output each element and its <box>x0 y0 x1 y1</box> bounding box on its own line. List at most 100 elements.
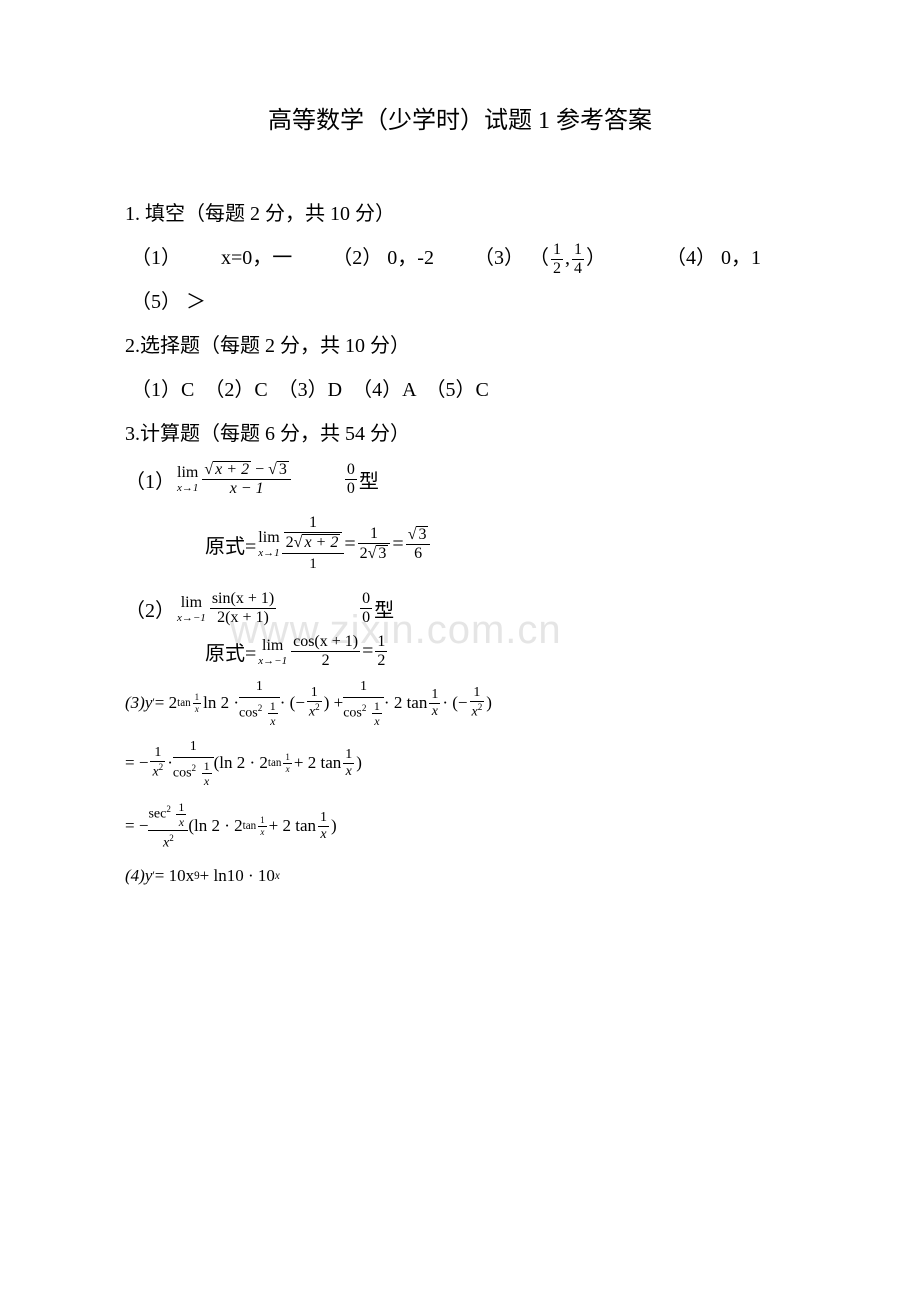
outer-den: cos2 1x <box>173 758 214 787</box>
frac-den: x2 <box>470 702 485 720</box>
outer-num: 1 <box>343 679 384 698</box>
open: (ln 2 · 2 <box>214 753 268 773</box>
radicand: 3 <box>277 461 289 478</box>
q3-frac1: 1 cos2 1x <box>239 679 280 727</box>
exp: tan1x <box>243 816 269 837</box>
lim-text: lim <box>258 529 279 547</box>
q3-l2-frac3: 1 x <box>343 748 354 779</box>
q2-l2-lim: lim x→−1 <box>258 637 287 667</box>
inner-frac: 1x <box>372 700 382 727</box>
close: ) + <box>324 693 344 713</box>
frac-den: x <box>429 704 440 719</box>
frac-num: 1 <box>318 811 329 827</box>
frac-num: 1 <box>375 634 387 652</box>
s1-a2-label: （2） <box>332 247 382 269</box>
prefix: = − <box>125 816 148 836</box>
sqrt-icon: 3 <box>268 461 289 478</box>
s1-a1-text: x=0，一 <box>221 247 292 269</box>
frac-den: 0 <box>360 609 372 626</box>
sqrt-icon: x + 2 <box>204 461 251 478</box>
q3-frac2: 1 x2 <box>307 686 322 720</box>
lim-sub: x→1 <box>258 547 279 559</box>
q1-l2-prefix: 原式= <box>205 530 256 559</box>
sqrt-icon: 3 <box>368 545 389 562</box>
q2-type-suffix: 型 <box>374 594 394 623</box>
q3-l2-frac1: 1 x2 <box>150 746 165 780</box>
lim-sub: x→−1 <box>177 612 206 624</box>
q1-lim: lim x→1 <box>177 464 198 494</box>
s1-a5-label: （5） <box>131 291 181 313</box>
s1-a3-comma: , <box>565 247 570 269</box>
s1-a3-close: ） <box>586 247 606 269</box>
exp: tan1x <box>268 753 294 774</box>
eq: = <box>362 640 373 663</box>
q3-frac3: 1 cos2 1x <box>343 679 384 727</box>
s1-a3-frac2: 14 <box>572 242 584 277</box>
q3-prefix: (3)y <box>125 693 152 713</box>
sup: 2 <box>169 833 174 843</box>
coef: 2 <box>286 534 294 551</box>
frac-den: x2 <box>307 702 322 720</box>
q2-l2-prefix: 原式= <box>205 637 256 666</box>
sup: 2 <box>478 702 483 712</box>
frac-den: x <box>343 764 354 779</box>
radicand: x + 2 <box>302 534 340 551</box>
q3-l3-frac2: 1 x <box>318 811 329 842</box>
q3-l2-frac2: 1 cos2 1x <box>173 739 214 787</box>
q2-type-frac: 0 0 <box>360 591 372 626</box>
page: 高等数学（少学时）试题 1 参考答案 1. 填空（每题 2 分，共 10 分） … <box>0 0 920 954</box>
frac-num: x + 2 − 3 <box>202 461 291 480</box>
inner-frac: 1x <box>268 700 278 727</box>
s1-a1-label: （1） <box>131 247 181 269</box>
ln: ln 2 · <box>203 693 239 713</box>
lim-sub: x→1 <box>177 482 198 494</box>
q3-frac4: 1 x <box>429 688 440 719</box>
sec: sec <box>148 807 166 822</box>
sup: 2 <box>159 762 164 772</box>
s1-a3-label: （3） <box>474 247 524 269</box>
q3-line2: = − 1 x2 · 1 cos2 1x (ln 2 · 2tan1x + 2 … <box>125 739 795 787</box>
inner-frac: 1x <box>202 760 212 787</box>
section1-heading: 1. 填空（每题 2 分，共 10 分） <box>125 195 795 233</box>
outer-den: 1 <box>282 554 345 573</box>
frac-num: 1 <box>268 700 278 714</box>
s1-a2-text: 0，-2 <box>387 247 434 269</box>
frac-den: 2 x + 2 <box>284 533 343 551</box>
frac-den: 0 <box>345 480 357 497</box>
frac-den: 2 <box>291 652 360 669</box>
s1-a5-text: ＞ <box>186 291 206 313</box>
outer-num: 1 <box>239 679 280 698</box>
close: ) <box>331 816 337 836</box>
page-title: 高等数学（少学时）试题 1 参考答案 <box>125 100 795 135</box>
dot2: · 2 tan <box>384 693 427 713</box>
q1-l2-bigfrac: 1 2 x + 2 1 <box>282 515 345 573</box>
frac-den: x <box>372 714 382 727</box>
outer-den: cos2 1x <box>343 698 384 727</box>
section1-answers-row2: （5） ＞ <box>131 283 795 321</box>
sup: 2 <box>192 763 197 773</box>
frac-num: 1 <box>284 515 343 533</box>
outer-den: cos2 1x <box>239 698 280 727</box>
plus: + 2 tan <box>269 816 316 836</box>
q1-frac: x + 2 − 3 x − 1 <box>202 461 291 497</box>
q2-frac: sin(x + 1) 2(x + 1) <box>210 591 276 626</box>
sup: 2 <box>166 804 171 814</box>
prefix: = − <box>125 753 148 773</box>
cos: cos <box>173 766 192 781</box>
frac-num: sin(x + 1) <box>210 591 276 609</box>
frac-den: x <box>318 827 329 842</box>
frac-num: 0 <box>345 462 357 480</box>
frac-num: 1 <box>572 242 584 260</box>
frac-den: x <box>193 704 202 714</box>
q2-l2-result: 1 2 <box>375 634 387 669</box>
outer-num: sec2 1x <box>148 801 188 831</box>
exp-frac: 1x <box>283 753 292 774</box>
frac-den: 2 <box>375 652 387 669</box>
section1-answers-row1: （1） x=0，一 （2） 0，-2 （3） （12,14） （4） 0，1 <box>131 239 795 277</box>
q4-line: (4)y′ = 10x9 + ln10 · 10x <box>125 866 795 886</box>
q2-line2: 原式= lim x→−1 cos(x + 1) 2 = 1 2 <box>205 634 795 669</box>
tan: tan <box>268 757 282 769</box>
cos: cos <box>239 706 258 721</box>
exp-frac: 1x <box>193 693 202 714</box>
plus: + ln10 · 10 <box>200 866 275 886</box>
